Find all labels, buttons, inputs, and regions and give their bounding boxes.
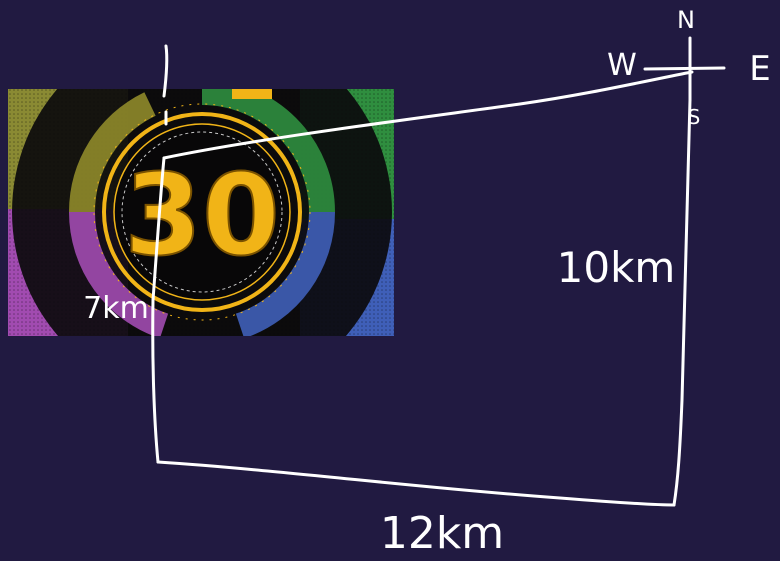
- timer-number: 30: [124, 151, 280, 281]
- distance-right-label: 10km: [557, 243, 676, 292]
- bottom-line: [156, 460, 676, 507]
- compass-ew-line: [643, 66, 726, 71]
- timer-image: 30: [8, 89, 394, 336]
- distance-bottom-label: 12km: [380, 508, 504, 559]
- top-tick: [162, 44, 169, 98]
- route-lines: [151, 44, 694, 507]
- distance-left-label: 7km: [83, 291, 149, 326]
- left-line: [151, 156, 166, 464]
- right-line: [672, 98, 692, 507]
- compass-east-label: E: [749, 49, 770, 89]
- compass-south-label: S: [688, 105, 701, 129]
- compass-north-label: N: [677, 6, 695, 34]
- compass-west-label: W: [607, 48, 637, 83]
- compass: [643, 36, 726, 102]
- diagonal-line: [162, 70, 694, 160]
